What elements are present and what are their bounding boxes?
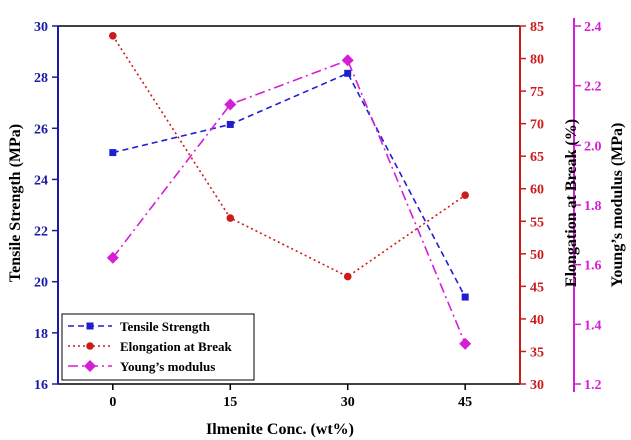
data-point [224,98,237,111]
legend-label: Young’s modulus [120,359,215,374]
data-point [226,120,234,128]
right-axis-tick-label: 70 [530,118,544,133]
data-point [459,337,472,350]
x-tick-label: 45 [458,395,472,410]
data-point [106,251,119,264]
legend-entry: Young’s modulus [68,359,215,374]
left-axis-tick-label: 22 [34,225,48,240]
left-axis-tick-label: 18 [34,327,48,342]
data-point [344,69,352,77]
data-point [109,149,117,157]
right2-axis-tick-label: 2.4 [584,20,602,35]
legend-box [61,313,255,381]
x-axis-title: Ilmenite Conc. (wt%) [206,421,354,438]
right-axis-tick-label: 60 [530,183,544,198]
legend-entry: Elongation at Break [68,339,232,354]
legend-swatch-marker [86,322,94,330]
right-axis-title: Elongation at Break (%) [563,119,580,287]
right-axis-tick-label: 50 [530,248,544,263]
left-axis-tick-label: 26 [34,122,48,137]
legend-label: Tensile Strength [120,319,211,334]
right-axis-tick-label: 40 [530,313,544,328]
series-tensile-strength [109,69,469,301]
right2-axis-title: Young’s modulus (MPa) [609,123,626,288]
axes-layer: 0 15 30 45 16 18 20 22 24 26 28 30 30 35 40 45 50 55 60 65 7… [34,18,602,410]
right2-axis-tick-label: 1.4 [584,318,602,333]
left-axis-tick-label: 24 [34,173,48,188]
left-axis-tick-label: 28 [34,71,48,86]
right2-axis-tick-label: 2.2 [584,80,602,95]
data-point [109,31,117,40]
x-tick-label: 30 [341,395,355,410]
right-axis-tick-label: 80 [530,53,544,68]
series-line [112,35,466,278]
legend-entry: Tensile Strength [68,319,211,334]
data-point [341,54,354,67]
right2-axis-tick-label: 2.0 [584,139,602,154]
data-point [343,272,352,281]
x-tick-label: 15 [223,395,237,410]
legend-swatch-marker [84,360,96,372]
series-line [112,59,466,345]
right-axis-tick-label: 55 [530,215,544,230]
right-axis-tick-label: 75 [530,85,544,100]
right2-axis-tick-label: 1.2 [584,378,602,393]
data-point [461,191,469,200]
data-point [461,293,469,301]
series-elongation-at-break [109,31,469,281]
legend: Tensile Strength Elongation at Break Young… [61,313,255,381]
legend-swatch-marker [86,342,94,350]
left-axis-tick-label: 30 [34,20,48,35]
right-axis-tick-label: 35 [530,345,544,360]
legend-label: Elongation at Break [120,339,232,354]
data-point [226,214,235,222]
series-layer [106,31,472,350]
right-axis-tick-label: 30 [530,378,544,393]
left-axis-tick-label: 20 [34,276,48,291]
x-tick-label: 0 [109,395,116,410]
right2-axis-tick-label: 1.6 [584,259,602,274]
right-axis-tick-label: 85 [530,20,544,35]
right-axis-tick-label: 65 [530,150,544,165]
series-line [112,72,466,298]
right2-axis-tick-label: 1.8 [584,199,602,214]
left-axis-title: Tensile Strength (MPa) [7,124,24,282]
left-axis-tick-label: 16 [34,378,48,393]
right-axis-tick-label: 45 [530,280,544,295]
series-young-s-modulus [106,54,472,350]
